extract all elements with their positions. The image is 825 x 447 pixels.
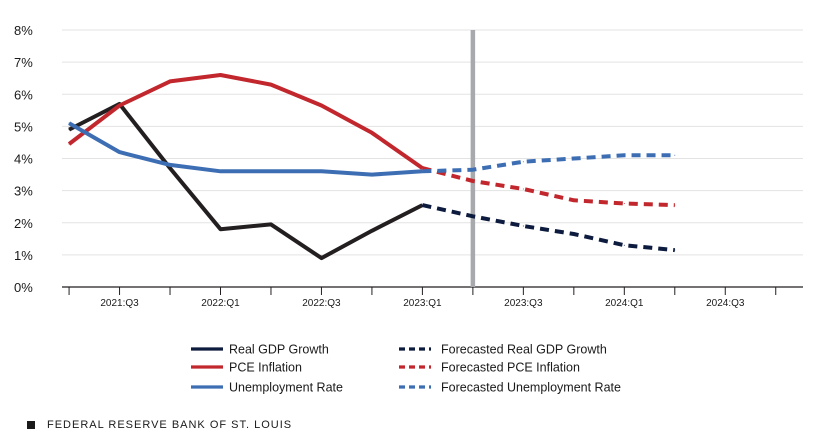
x-axis: 2021:Q3 2022:Q1 2022:Q3 2023:Q1 2023:Q3 2024:… [62,286,803,309]
data-point-pce-inflation [119,104,121,106]
data-point-pce-inflation [371,132,373,134]
x-tick-label: 2021:Q3 [100,298,139,309]
y-tick-label: 8% [14,23,33,38]
legend-label: Forecasted Unemployment Rate [441,381,621,395]
series-line-forecasted-real-gdp-growth [421,203,675,253]
y-tick-label: 6% [14,87,33,102]
x-tick-label: 2022:Q1 [201,298,240,309]
x-tick-label: 2024:Q1 [605,298,644,309]
y-tick-label: 7% [14,55,33,70]
data-point-forecasted-pce-inflation [674,204,676,206]
data-point-unemployment-rate [320,170,322,172]
data-point-real-gdp-growth [169,167,171,169]
data-point-forecasted-real-gdp-growth [472,215,474,217]
data-point-real-gdp-growth [371,230,373,232]
chart: 0% 1% 2% 3% 4% 5% 6% 7% 8% 2021:Q3 2022:Q1 2022:Q3… [14,23,803,395]
series-line-pce-inflation [67,73,424,170]
data-point-pce-inflation [68,143,70,145]
legend-label: Forecasted PCE Inflation [441,361,580,375]
source-text: FEDERAL RESERVE BANK OF ST. LOUIS [47,419,293,431]
source-square-icon [27,421,35,429]
data-point-forecasted-pce-inflation [573,199,575,201]
series-layer [67,30,676,287]
data-point-real-gdp-growth [270,223,272,225]
y-tick-label: 0% [14,280,33,295]
y-axis: 0% 1% 2% 3% 4% 5% 6% 7% 8% [14,23,33,295]
data-point-forecasted-unemployment-rate [573,158,575,159]
data-point-unemployment-rate [169,164,171,166]
source-attribution: FEDERAL RESERVE BANK OF ST. LOUIS [27,419,292,431]
legend-label: Real GDP Growth [229,343,329,357]
series-line-real-gdp-growth [68,101,424,261]
x-tick-label: 2023:Q3 [504,298,543,309]
legend: Real GDP Growth PCE Inflation Unemployment… [191,343,621,395]
data-point-pce-inflation [320,104,322,106]
data-point-forecasted-real-gdp-growth [522,225,524,227]
y-tick-label: 5% [14,119,33,134]
x-tick-label: 2023:Q1 [403,298,442,309]
series-line-forecasted-pce-inflation [421,166,675,208]
data-point-forecasted-pce-inflation [623,202,625,204]
data-point-forecasted-pce-inflation [472,180,474,182]
series-line-forecasted-unemployment-rate [422,153,675,174]
data-point-forecasted-pce-inflation [421,167,423,169]
x-tick-label: 2024:Q3 [706,298,745,309]
data-point-forecasted-unemployment-rate [522,161,524,163]
data-point-forecasted-real-gdp-growth [674,249,676,251]
data-point-pce-inflation [270,84,272,86]
data-point-forecasted-unemployment-rate [472,169,474,171]
y-tick-label: 1% [14,248,33,263]
data-point-forecasted-unemployment-rate [421,170,423,172]
data-point-unemployment-rate [219,170,221,172]
data-point-pce-inflation [219,74,221,76]
data-point-forecasted-real-gdp-growth [573,233,575,235]
data-point-forecasted-real-gdp-growth [623,244,625,246]
legend-label: Forecasted Real GDP Growth [441,343,607,357]
data-point-unemployment-rate [270,170,272,172]
data-point-forecasted-unemployment-rate [623,154,625,156]
data-point-unemployment-rate [119,151,121,153]
data-point-forecasted-real-gdp-growth [421,204,423,206]
data-point-unemployment-rate [68,122,70,124]
data-point-unemployment-rate [371,174,373,176]
y-tick-label: 2% [14,216,33,231]
data-point-forecasted-unemployment-rate [674,154,676,156]
legend-label: PCE Inflation [229,361,302,375]
legend-label: Unemployment Rate [229,381,343,395]
data-point-pce-inflation [169,80,171,82]
y-tick-label: 4% [14,152,33,167]
x-tick-label: 2022:Q3 [302,298,341,309]
y-tick-label: 3% [14,184,33,199]
series-line-unemployment-rate [68,121,423,177]
data-point-forecasted-pce-inflation [522,188,524,190]
data-point-real-gdp-growth [68,129,70,131]
data-point-real-gdp-growth [219,228,221,230]
data-point-real-gdp-growth [320,257,322,259]
grid-layer [62,29,803,256]
